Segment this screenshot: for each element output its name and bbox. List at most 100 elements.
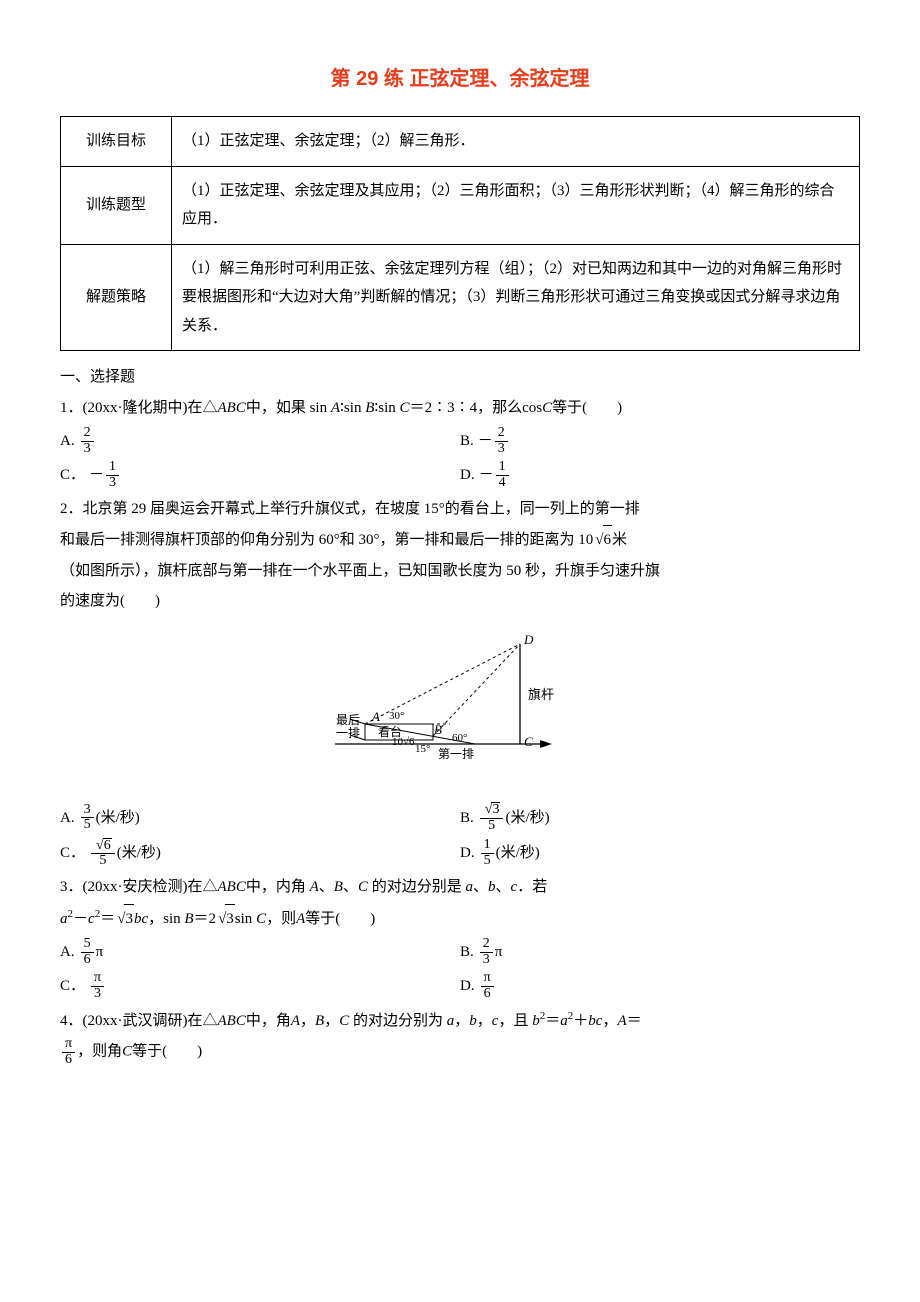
question-2: 2．北京第 29 届奥运会开幕式上举行升旗仪式，在坡度 15°的看台上，同一列上…: [60, 495, 860, 524]
eq2: ＝2: [194, 911, 217, 927]
num: 5: [81, 937, 94, 953]
cell-label: 训练目标: [61, 117, 172, 167]
comma: ，: [602, 1013, 617, 1029]
var-B: B: [365, 400, 374, 416]
var-a: a: [60, 911, 68, 927]
var-A: A: [291, 1013, 300, 1029]
neg: －: [89, 461, 104, 490]
var-A: A: [617, 1013, 626, 1029]
den: 6: [62, 1053, 75, 1068]
q4-text: ，且: [498, 1013, 532, 1029]
fraction: 35: [81, 803, 94, 833]
opt-label: B.: [460, 427, 474, 456]
den: 5: [481, 854, 494, 869]
fraction: 23: [480, 937, 493, 967]
plus: ＋: [573, 1013, 588, 1029]
dist: 10√6: [392, 736, 415, 748]
num: 2: [495, 426, 508, 442]
fraction: 56: [81, 937, 94, 967]
pt-D: D: [523, 632, 534, 647]
q3-text: 、: [319, 879, 334, 895]
var-C: C: [358, 879, 368, 895]
fraction: 13: [106, 460, 119, 490]
radicand: 6: [103, 838, 112, 854]
sqrt: 3: [115, 904, 134, 934]
var-b: b: [469, 1013, 477, 1029]
fraction: π6: [62, 1037, 75, 1067]
var-A: A: [331, 400, 340, 416]
angle15: 15°: [415, 743, 430, 755]
option-C: C． 65 (米/秒): [60, 836, 460, 871]
bc: bc: [134, 911, 148, 927]
num: 6: [91, 838, 115, 855]
q3-text: 、: [343, 879, 358, 895]
sin: sin: [235, 911, 256, 927]
pi: π: [495, 938, 503, 967]
fraction: 14: [496, 460, 509, 490]
q2-line: 米: [612, 532, 627, 548]
num: 2: [480, 937, 493, 953]
q4-text: ，则角: [77, 1044, 122, 1060]
page-title: 第 29 练 正弦定理、余弦定理: [60, 60, 860, 98]
var-b2: b: [532, 1013, 540, 1029]
num: π: [481, 971, 494, 987]
abc: ABC: [218, 1013, 246, 1029]
q2-options: A. 35 (米/秒) B. 35 (米/秒) C． 65 (米/秒) D. 1…: [60, 800, 860, 871]
cell-content: （1）正弦定理、余弦定理及其应用；（2）三角形面积；（3）三角形形状判断；（4）…: [172, 166, 860, 244]
num: 1: [496, 460, 509, 476]
opt-label: D.: [460, 461, 475, 490]
num: π: [91, 971, 104, 987]
pt-B: B: [434, 722, 442, 737]
radicand: 3: [225, 904, 235, 934]
cell-content: （1）解三角形时可利用正弦、余弦定理列方程（组）；（2）对已知两边和其中一边的对…: [172, 244, 860, 351]
option-A: A. 23: [60, 424, 460, 458]
q4-text: ，: [324, 1013, 339, 1029]
var-B: B: [315, 1013, 324, 1029]
var-C: C: [400, 400, 410, 416]
q1-text: ∶sin: [340, 400, 365, 416]
question-4: 4．(20xx·武汉调研)在△ABC中，角A，B，C 的对边分别为 a，b，c，…: [60, 1006, 860, 1036]
opt-label: D.: [460, 839, 475, 868]
opt-label: C．: [60, 972, 85, 1001]
q3-text: 中，内角: [246, 879, 310, 895]
question-1: 1．(20xx·隆化期中)在△ABC中，如果 sin A∶sin B∶sin C…: [60, 394, 860, 423]
fraction: 23: [81, 426, 94, 456]
opt-label: A.: [60, 804, 75, 833]
abc: ABC: [218, 400, 246, 416]
option-C: C． π3: [60, 969, 460, 1003]
num: 1: [481, 838, 494, 854]
unit: (米/秒): [496, 839, 540, 868]
q3-text: 、: [496, 879, 511, 895]
question-2-line2: 和最后一排测得旗杆顶部的仰角分别为 60°和 30°，第一排和最后一排的距离为 …: [60, 525, 860, 555]
eq2: ＝: [627, 1013, 642, 1029]
q3-text: ．若: [517, 879, 547, 895]
var-C: C: [256, 911, 266, 927]
var-c: c: [88, 911, 95, 927]
first-row: 第一排: [438, 747, 474, 761]
option-C: C． － 13: [60, 458, 460, 492]
q4-text: ，: [454, 1013, 469, 1029]
num: 3: [81, 803, 94, 819]
pt-A: A: [371, 709, 380, 724]
var-B: B: [184, 911, 193, 927]
question-4-line2: π6，则角C等于( ): [60, 1037, 860, 1067]
question-2-line3: （如图所示），旗杆底部与第一排在一个水平面上，已知国歌长度为 50 秒，升旗手匀…: [60, 557, 860, 586]
option-B: B. 35 (米/秒): [460, 800, 860, 835]
option-D: D. 15 (米/秒): [460, 836, 860, 871]
unit: (米/秒): [96, 804, 140, 833]
q4-text: ，: [477, 1013, 492, 1029]
den: 6: [481, 987, 494, 1002]
opt-label: B.: [460, 938, 474, 967]
question-3: 3．(20xx·安庆检测)在△ABC中，内角 A、B、C 的对边分别是 a、b、…: [60, 873, 860, 902]
q3-text: 、: [473, 879, 488, 895]
q4-text: ，: [300, 1013, 315, 1029]
var-b: b: [488, 879, 496, 895]
q4-text: 的对边分别为: [349, 1013, 447, 1029]
angle60: 60°: [452, 732, 467, 744]
tail: 等于( ): [305, 911, 375, 927]
option-B: B. 23 π: [460, 935, 860, 969]
fraction: 35: [480, 802, 504, 833]
q1-text: 等于( ): [552, 400, 622, 416]
q1-text: ＝2∶3∶4，那么cos: [410, 400, 543, 416]
q1-text: 中，如果 sin: [246, 400, 331, 416]
